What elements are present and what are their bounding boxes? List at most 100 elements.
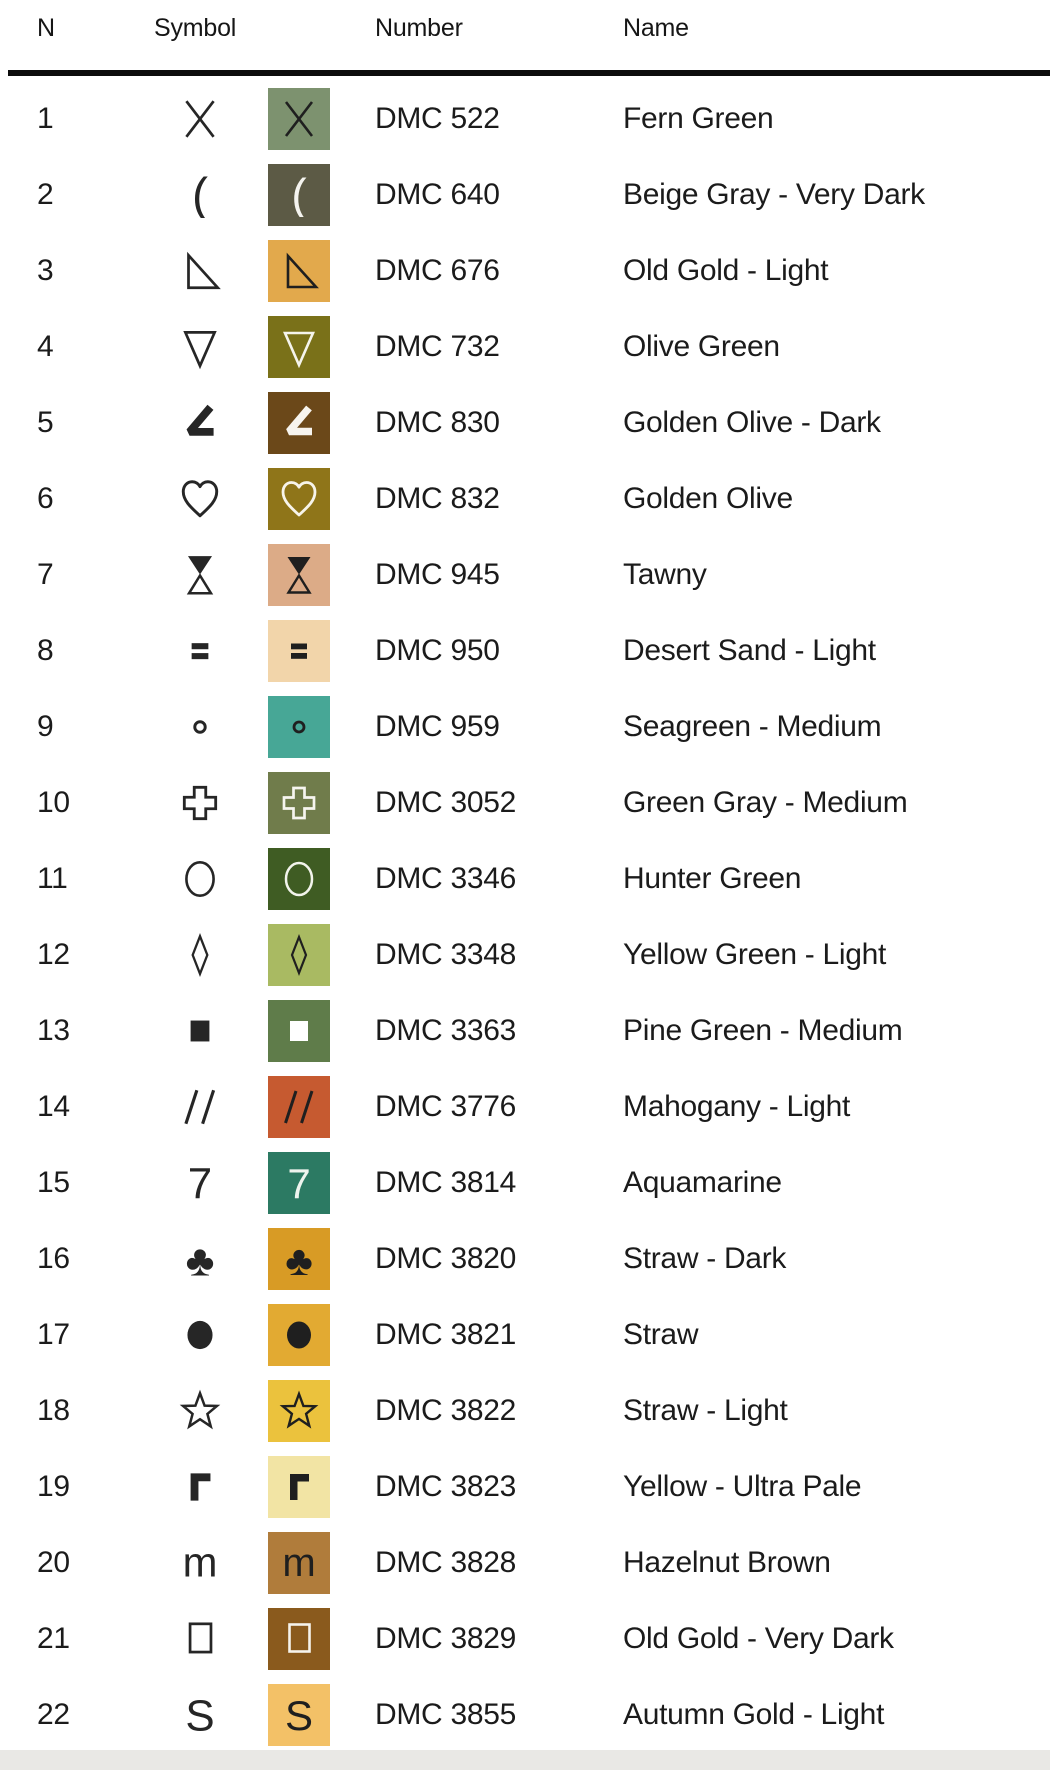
table-row: 8 DMC 950 Desert Sand - Light — [0, 613, 1050, 689]
svg-text:7: 7 — [287, 1161, 310, 1205]
svg-text:m: m — [183, 1540, 218, 1586]
table-row: 11 DMC 3346 Hunter Green — [0, 841, 1050, 917]
row-index: 5 — [37, 406, 54, 439]
color-swatch — [268, 1076, 330, 1138]
dmc-number: DMC 732 — [375, 330, 500, 363]
symbol-glyph — [166, 1373, 234, 1449]
svg-text:S: S — [185, 1692, 214, 1738]
color-name: Straw — [623, 1318, 699, 1351]
heart-outline-icon — [281, 481, 317, 517]
dmc-number: DMC 522 — [375, 102, 500, 135]
table-row: 7 DMC 945 Tawny — [0, 537, 1050, 613]
color-swatch: m — [268, 1532, 330, 1594]
header-name: Name — [623, 14, 689, 42]
color-swatch — [268, 544, 330, 606]
color-swatch — [268, 1380, 330, 1442]
color-name: Pine Green - Medium — [623, 1014, 903, 1047]
table-row: 15 7 7 DMC 3814 Aquamarine — [0, 1145, 1050, 1221]
dmc-number: DMC 640 — [375, 178, 500, 211]
hourglass-half-icon — [286, 557, 312, 594]
dot-filled-icon — [287, 1321, 311, 1349]
symbol-glyph — [166, 1601, 234, 1677]
symbol-glyph — [166, 537, 234, 613]
table-row: 3 DMC 676 Old Gold - Light — [0, 233, 1050, 309]
color-name: Desert Sand - Light — [623, 634, 876, 667]
color-name: Olive Green — [623, 330, 780, 363]
square-outline-icon — [188, 1622, 213, 1654]
row-index: 12 — [37, 938, 70, 971]
circle-small-icon — [292, 720, 306, 734]
symbol-glyph: ♣ — [166, 1221, 234, 1297]
diamond-outline-icon — [290, 933, 308, 977]
svg-text:♣: ♣ — [285, 1237, 313, 1281]
x-cross-icon — [284, 101, 314, 137]
double-bar-icon — [291, 643, 307, 659]
row-index: 15 — [37, 1166, 70, 1199]
dmc-number: DMC 3829 — [375, 1622, 516, 1655]
dmc-number: DMC 830 — [375, 406, 500, 439]
angle-filled-icon — [186, 404, 214, 436]
table-row: 2 ((DMC 640 Beige Gray - Very Dark — [0, 157, 1050, 233]
symbol-glyph — [166, 1069, 234, 1145]
svg-text:m: m — [282, 1541, 315, 1585]
symbol-glyph — [166, 461, 234, 537]
row-index: 22 — [37, 1698, 70, 1731]
row-index: 3 — [37, 254, 54, 287]
symbol-glyph: 7 — [166, 1145, 234, 1221]
angle-filled-icon — [286, 405, 312, 436]
symbol-glyph: ( — [166, 157, 234, 233]
table-row: 20 m m DMC 3828 Hazelnut Brown — [0, 1525, 1050, 1601]
circle-outline-icon — [284, 861, 314, 897]
dmc-number: DMC 3822 — [375, 1394, 516, 1427]
color-name: Hazelnut Brown — [623, 1546, 831, 1579]
color-swatch — [268, 468, 330, 530]
symbol-glyph — [166, 613, 234, 689]
table-row: 10 DMC 3052 Green Gray - Medium — [0, 765, 1050, 841]
digit-seven-icon: 7 — [287, 1161, 310, 1205]
row-index: 19 — [37, 1470, 70, 1503]
color-swatch: ♣ — [268, 1228, 330, 1290]
svg-text:S: S — [285, 1693, 313, 1737]
symbol-glyph — [166, 993, 234, 1069]
table-row: 19 DMC 3823 Yellow - Ultra Pale — [0, 1449, 1050, 1525]
color-name: Aquamarine — [623, 1166, 782, 1199]
symbol-glyph — [166, 917, 234, 993]
dmc-number: DMC 676 — [375, 254, 500, 287]
row-index: 13 — [37, 1014, 70, 1047]
color-swatch — [268, 240, 330, 302]
table-row: 4 DMC 732 Olive Green — [0, 309, 1050, 385]
dmc-number: DMC 950 — [375, 634, 500, 667]
row-index: 9 — [37, 710, 54, 743]
color-name: Golden Olive — [623, 482, 793, 515]
letter-m-icon: m — [183, 1540, 218, 1586]
color-name: Straw - Dark — [623, 1242, 787, 1275]
color-swatch — [268, 316, 330, 378]
triangle-down-icon — [183, 331, 217, 370]
triangle-down-icon — [283, 331, 315, 369]
symbol-glyph — [166, 689, 234, 765]
symbol-glyph: S — [166, 1677, 234, 1753]
symbol-glyph — [166, 765, 234, 841]
letter-s-icon: S — [285, 1693, 313, 1737]
circle-outline-icon — [185, 860, 215, 898]
dmc-number: DMC 3348 — [375, 938, 516, 971]
color-name: Seagreen - Medium — [623, 710, 882, 743]
color-swatch: 7 — [268, 1152, 330, 1214]
club-icon: ♣ — [186, 1237, 215, 1282]
table-row: 17 DMC 3821 Straw — [0, 1297, 1050, 1373]
dmc-number: DMC 959 — [375, 710, 500, 743]
triangle-lower-left-icon — [286, 252, 319, 289]
color-name: Hunter Green — [623, 862, 802, 895]
color-swatch: S — [268, 1684, 330, 1746]
symbol-glyph — [166, 233, 234, 309]
dmc-number: DMC 3346 — [375, 862, 516, 895]
row-index: 17 — [37, 1318, 70, 1351]
x-cross-icon — [185, 100, 215, 138]
color-swatch — [268, 1000, 330, 1062]
table-row: 9 DMC 959 Seagreen - Medium — [0, 689, 1050, 765]
diamond-outline-icon — [191, 933, 209, 977]
dmc-number: DMC 3855 — [375, 1698, 516, 1731]
dmc-number: DMC 3052 — [375, 786, 516, 819]
svg-text:(: ( — [192, 172, 208, 218]
color-name: Yellow - Ultra Pale — [623, 1470, 862, 1503]
